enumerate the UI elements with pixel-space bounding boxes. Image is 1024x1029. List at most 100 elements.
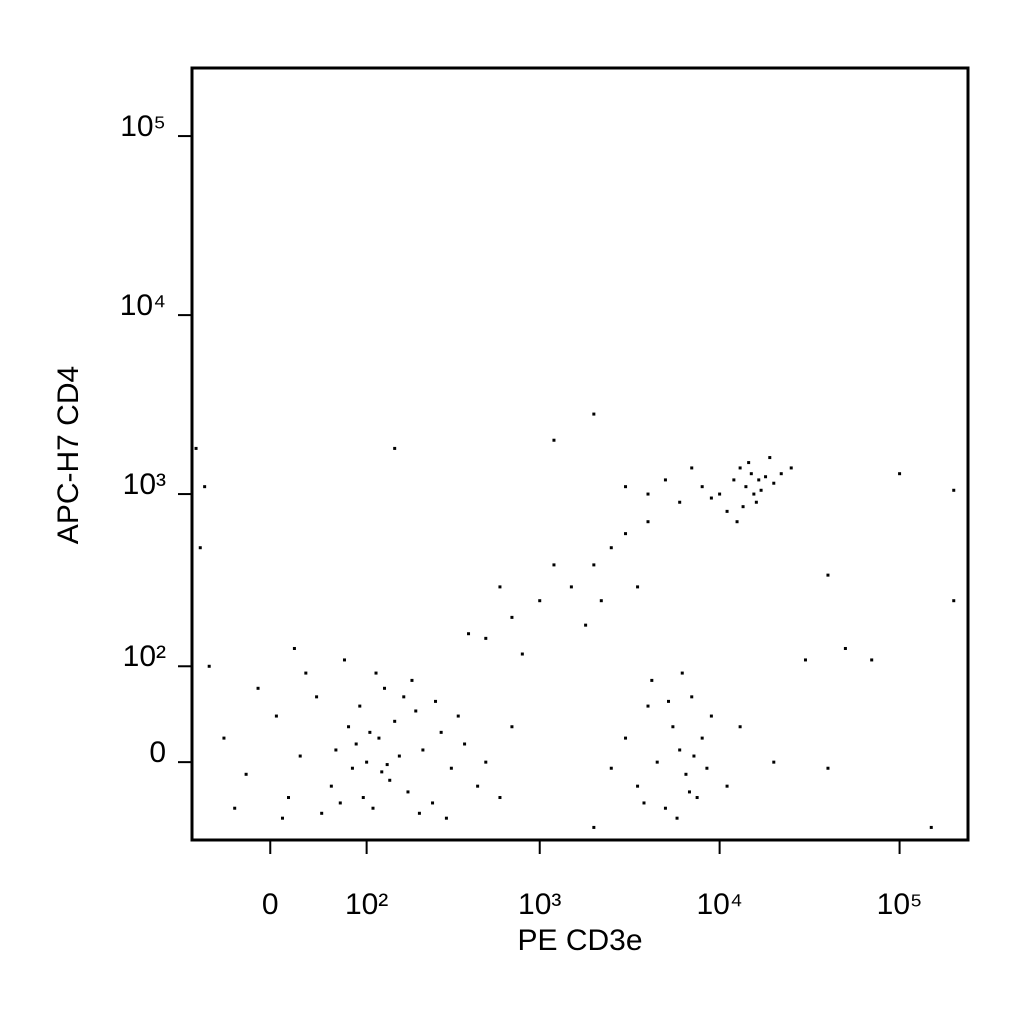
- data-point: [636, 585, 640, 589]
- data-point: [358, 704, 362, 708]
- data-point: [274, 714, 278, 718]
- data-point: [599, 599, 603, 603]
- data-point: [538, 599, 542, 603]
- data-point: [772, 760, 776, 764]
- data-point: [772, 481, 776, 485]
- data-point: [298, 754, 302, 758]
- data-point: [709, 496, 713, 500]
- data-point: [510, 725, 514, 729]
- data-point: [510, 615, 514, 619]
- data-point: [738, 725, 742, 729]
- data-point: [843, 646, 847, 650]
- data-point: [520, 652, 524, 656]
- data-point: [671, 725, 675, 729]
- data-point: [439, 730, 443, 734]
- x-tick-label: 10³: [518, 888, 561, 921]
- y-tick-label: 10⁴: [120, 289, 166, 322]
- data-point: [222, 736, 226, 740]
- data-point: [361, 796, 365, 800]
- data-point: [449, 766, 453, 770]
- data-point: [690, 695, 694, 699]
- x-tick-label: 10⁴: [696, 888, 742, 921]
- data-point: [484, 636, 488, 640]
- data-point: [434, 699, 438, 703]
- data-point: [552, 563, 556, 567]
- data-point: [709, 714, 713, 718]
- data-point: [287, 796, 291, 800]
- data-point: [421, 748, 425, 752]
- data-point: [244, 772, 248, 776]
- data-point: [203, 485, 207, 489]
- data-point: [725, 509, 729, 513]
- data-point: [347, 725, 351, 729]
- data-point: [194, 446, 198, 450]
- data-point: [700, 736, 704, 740]
- data-point: [383, 686, 387, 690]
- data-point: [870, 658, 874, 662]
- data-point: [198, 546, 202, 550]
- data-point: [315, 695, 319, 699]
- x-axis-label: PE CD3e: [517, 924, 642, 957]
- y-tick-label: 0: [149, 736, 166, 769]
- data-point: [414, 709, 418, 713]
- data-point: [732, 478, 736, 482]
- data-point: [233, 806, 237, 810]
- data-point: [667, 699, 671, 703]
- data-point: [735, 520, 739, 524]
- data-point: [803, 658, 807, 662]
- data-point: [684, 772, 688, 776]
- data-point: [467, 632, 471, 636]
- data-point: [898, 472, 902, 476]
- data-point: [584, 623, 588, 627]
- data-point: [636, 784, 640, 788]
- data-point: [354, 742, 358, 746]
- data-point: [609, 766, 613, 770]
- data-point: [646, 704, 650, 708]
- data-point: [368, 730, 372, 734]
- data-point: [624, 485, 628, 489]
- data-point: [655, 760, 659, 764]
- data-point: [609, 546, 613, 550]
- data-point: [744, 485, 748, 489]
- data-point: [207, 664, 211, 668]
- data-point: [929, 825, 933, 829]
- x-tick-label: 0: [262, 888, 279, 921]
- y-tick-label: 10²: [123, 640, 166, 673]
- y-axis-label: APC-H7 CD4: [52, 366, 85, 544]
- data-point: [592, 412, 596, 416]
- data-point: [456, 714, 460, 718]
- data-point: [365, 760, 369, 764]
- x-tick-label: 10²: [345, 888, 388, 921]
- data-point: [764, 475, 768, 479]
- y-tick-label: 10⁵: [120, 110, 166, 143]
- data-point: [304, 671, 308, 675]
- data-point: [680, 671, 684, 675]
- data-point: [388, 778, 392, 782]
- data-point: [498, 585, 502, 589]
- data-point: [402, 695, 406, 699]
- data-point: [377, 736, 381, 740]
- data-point: [952, 488, 956, 492]
- data-point: [725, 784, 729, 788]
- data-point: [692, 754, 696, 758]
- data-point: [338, 801, 342, 805]
- data-point: [342, 658, 346, 662]
- data-point: [738, 466, 742, 470]
- data-point: [380, 770, 384, 774]
- data-point: [431, 801, 435, 805]
- data-point: [624, 736, 628, 740]
- data-point: [444, 816, 448, 820]
- data-point: [592, 563, 596, 567]
- data-point: [329, 784, 333, 788]
- data-point: [406, 790, 410, 794]
- data-point: [385, 763, 389, 767]
- data-point: [826, 573, 830, 577]
- data-point: [397, 754, 401, 758]
- data-point: [650, 678, 654, 682]
- data-point: [695, 796, 699, 800]
- x-tick-label: 10⁵: [877, 888, 923, 921]
- data-point: [417, 811, 421, 815]
- data-point: [624, 532, 628, 536]
- data-point: [334, 748, 338, 752]
